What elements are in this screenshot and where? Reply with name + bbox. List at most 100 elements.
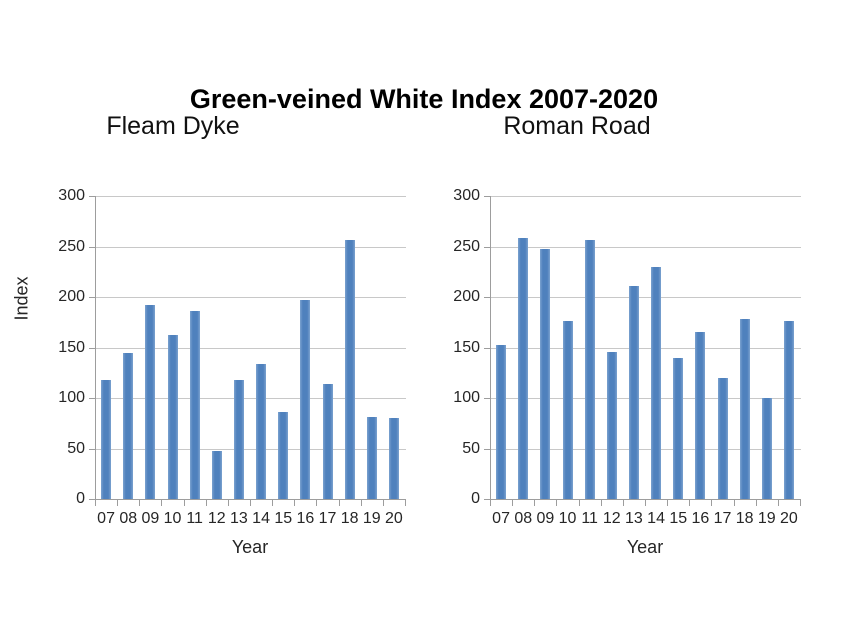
y-axis-label-0: 0 (76, 490, 85, 507)
x-axis-label-17: 17 (318, 510, 337, 527)
x-tick-7 (645, 500, 646, 506)
x-tick-12 (360, 500, 362, 506)
bar-12 (211, 450, 222, 499)
y-tick-300 (89, 196, 95, 197)
y-axis-label-200: 200 (453, 288, 480, 305)
x-tick-0 (490, 500, 491, 506)
x-axis-label-07: 07 (492, 510, 510, 527)
bar-17 (322, 383, 333, 499)
y-axis-title: Index (11, 275, 32, 321)
y-tick-0 (89, 499, 95, 500)
bar-11 (189, 311, 200, 499)
y-tick-50 (484, 448, 490, 450)
bar-15 (673, 357, 684, 499)
bar-07 (101, 379, 112, 499)
y-tick-150 (484, 347, 490, 349)
bar-20 (388, 418, 399, 499)
y-axis-label-100: 100 (58, 389, 85, 406)
y-axis-label-0: 0 (471, 490, 480, 507)
gridline-100 (96, 398, 406, 399)
gridline-100 (491, 398, 801, 399)
x-tick-0 (95, 500, 96, 506)
bar-14 (256, 363, 267, 499)
bar-15 (278, 412, 289, 499)
y-tick-100 (484, 398, 490, 399)
x-tick-10 (711, 500, 713, 506)
x-axis-label-17: 17 (713, 510, 732, 527)
x-tick-9 (689, 500, 691, 506)
y-tick-250 (484, 246, 490, 248)
plot-area (490, 196, 801, 500)
y-tick-100 (89, 398, 95, 399)
x-axis-label-12: 12 (207, 510, 226, 527)
bar-13 (628, 285, 639, 499)
gridline-300 (491, 196, 801, 197)
x-tick-3 (556, 500, 558, 506)
x-tick-2 (534, 500, 536, 506)
y-tick-50 (89, 448, 95, 450)
x-axis-label-20: 20 (780, 510, 798, 527)
x-axis-label-14: 14 (252, 510, 270, 527)
y-tick-200 (89, 297, 95, 298)
x-axis-label-19: 19 (362, 510, 381, 527)
gridline-50 (96, 448, 406, 450)
x-tick-5 (600, 500, 602, 506)
x-axis-label-08: 08 (119, 510, 138, 527)
x-tick-6 (622, 500, 624, 506)
x-axis-label-15: 15 (274, 510, 293, 527)
y-tick-200 (484, 297, 490, 298)
x-tick-3 (161, 500, 163, 506)
y-tick-150 (89, 347, 95, 349)
x-axis-label-16: 16 (296, 510, 315, 527)
x-tick-4 (183, 500, 185, 506)
x-axis-label-08: 08 (514, 510, 533, 527)
x-tick-12 (755, 500, 757, 506)
gridline-150 (491, 347, 801, 349)
bar-19 (366, 417, 377, 499)
right-chart-title: Roman Road (503, 112, 651, 140)
bar-14 (651, 266, 662, 499)
gridline-250 (491, 246, 801, 248)
gridline-150 (96, 347, 406, 349)
x-tick-14 (800, 500, 801, 506)
x-axis-label-14: 14 (647, 510, 665, 527)
x-tick-14 (405, 500, 406, 506)
bar-11 (584, 240, 595, 499)
x-tick-1 (512, 500, 514, 506)
x-axis-label-15: 15 (669, 510, 688, 527)
x-axis-label-13: 13 (230, 510, 248, 527)
bar-18 (739, 319, 750, 499)
left-chart-title: Fleam Dyke (106, 112, 240, 140)
x-tick-11 (338, 500, 340, 506)
x-axis-label-18: 18 (735, 510, 754, 527)
x-axis-label-11: 11 (186, 510, 203, 527)
x-axis-label-18: 18 (340, 510, 359, 527)
bar-19 (761, 398, 772, 499)
y-axis-label-50: 50 (67, 439, 85, 457)
x-tick-5 (205, 500, 207, 506)
x-axis-label-10: 10 (163, 510, 182, 527)
x-tick-13 (382, 500, 384, 506)
gridline-200 (491, 297, 801, 298)
x-tick-8 (272, 500, 274, 506)
bar-16 (300, 300, 311, 499)
x-axis-label-10: 10 (558, 510, 577, 527)
y-axis-label-250: 250 (453, 237, 480, 255)
x-axis-label-09: 09 (536, 510, 555, 527)
gridline-250 (96, 246, 406, 248)
x-axis-label-16: 16 (691, 510, 710, 527)
x-axis-label-12: 12 (602, 510, 621, 527)
x-tick-9 (294, 500, 296, 506)
figure-title: Green-veined White Index 2007-2020 (189, 84, 659, 114)
bar-08 (123, 352, 134, 499)
bar-18 (344, 240, 355, 499)
x-axis-label-13: 13 (625, 510, 643, 527)
x-axis-label-20: 20 (385, 510, 403, 527)
x-tick-6 (227, 500, 229, 506)
y-axis-label-250: 250 (58, 237, 85, 255)
y-axis-label-200: 200 (58, 288, 85, 305)
y-axis-label-300: 300 (453, 187, 480, 204)
y-axis-label-150: 150 (453, 338, 480, 356)
gridline-200 (96, 297, 406, 298)
